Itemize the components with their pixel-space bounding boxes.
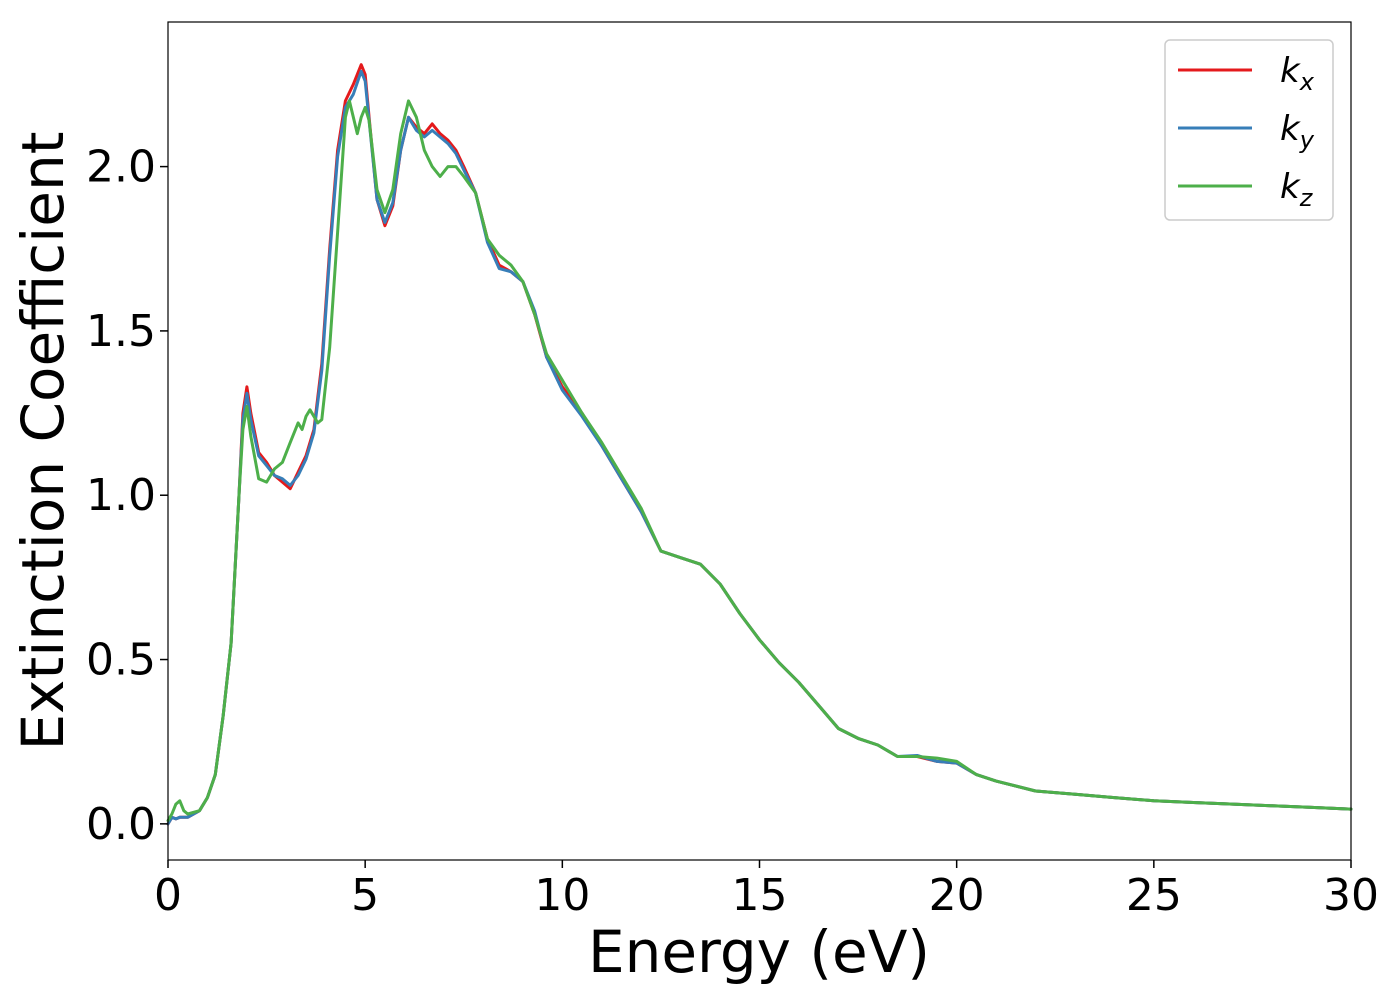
y-tick-label: 0.0 — [86, 799, 156, 850]
legend-box — [1164, 39, 1334, 221]
legend-label-kz: kz — [1280, 167, 1314, 212]
series-line-kz — [166, 99, 1353, 823]
x-axis-ticks: 0 5 10 15 20 25 30 — [154, 860, 1379, 921]
y-axis-ticks: 0.0 0.5 1.0 1.5 2.0 — [86, 142, 168, 850]
x-tick-label: 10 — [534, 870, 590, 921]
y-tick-label: 1.0 — [86, 470, 156, 521]
series-layer — [166, 63, 1353, 826]
legend-label-kx: kx — [1280, 51, 1315, 96]
legend: kx ky kz — [1164, 39, 1334, 221]
legend-label-ky: ky — [1280, 109, 1315, 154]
y-tick-label: 1.5 — [86, 306, 156, 357]
x-tick-label: 30 — [1323, 870, 1379, 921]
x-tick-label: 15 — [732, 870, 788, 921]
x-tick-label: 0 — [154, 870, 182, 921]
x-tick-label: 25 — [1126, 870, 1182, 921]
x-tick-label: 20 — [929, 870, 985, 921]
y-axis-title: Extinction Coefficient — [9, 132, 77, 751]
x-tick-label: 5 — [351, 870, 379, 921]
y-tick-label: 2.0 — [86, 142, 156, 193]
x-axis-title: Energy (eV) — [588, 918, 930, 986]
y-tick-label: 0.5 — [86, 635, 156, 686]
